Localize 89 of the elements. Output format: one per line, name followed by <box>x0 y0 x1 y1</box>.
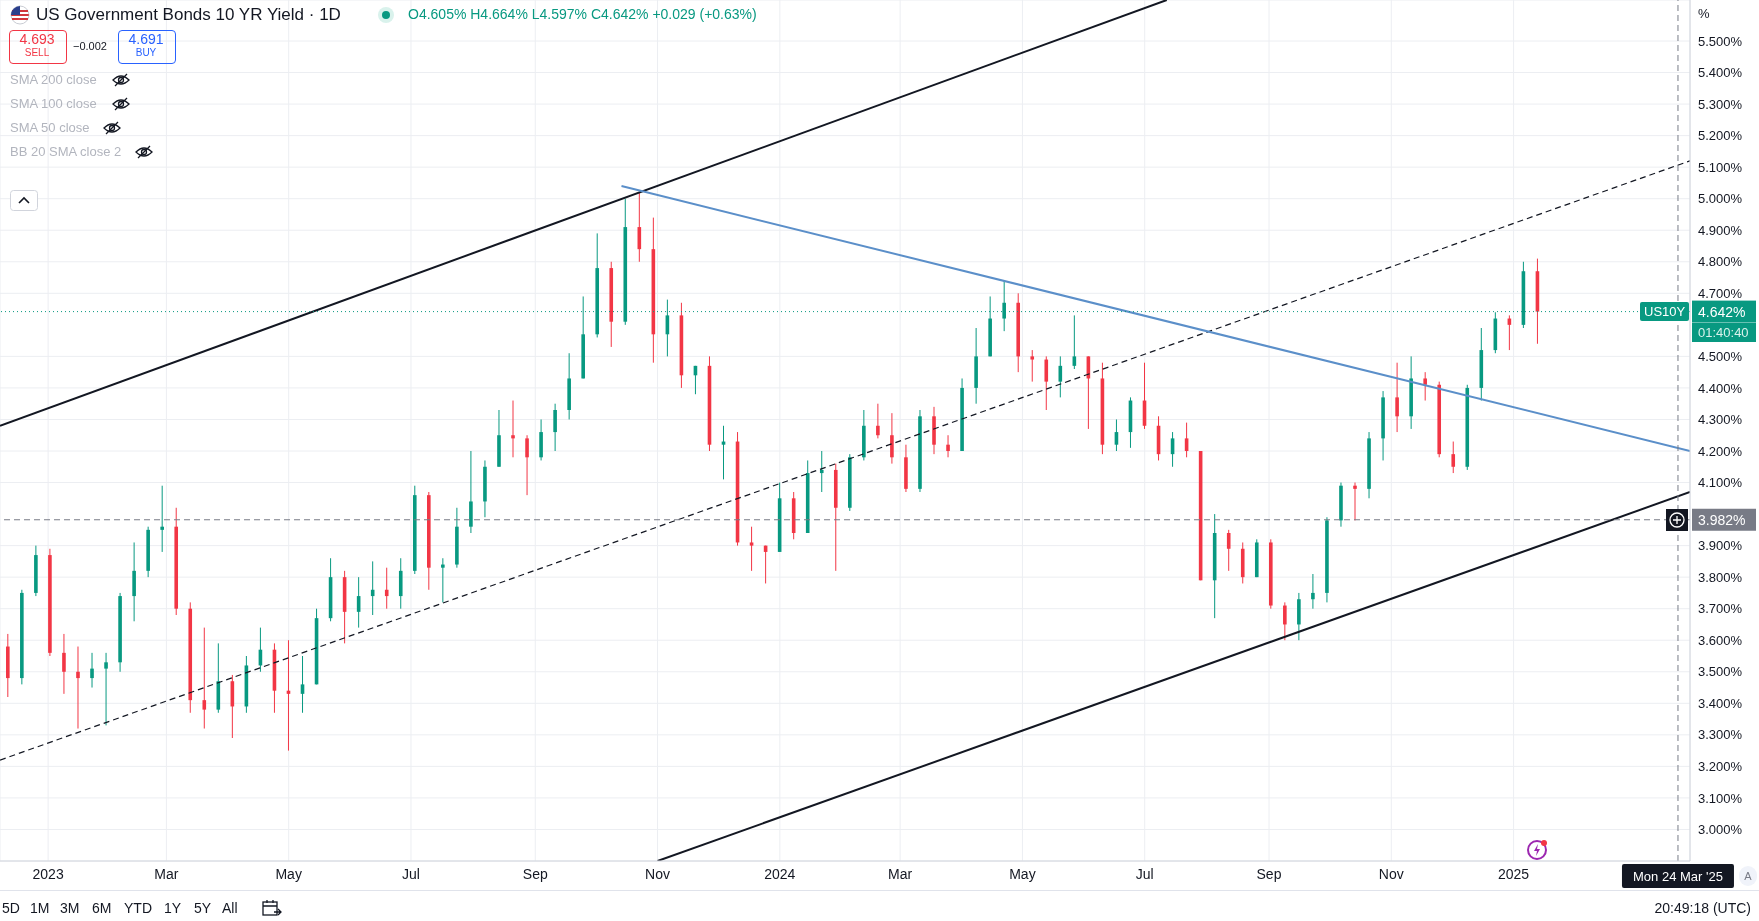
candlestick <box>104 652 108 726</box>
y-tick-label: 3.600% <box>1698 632 1743 648</box>
candlestick <box>525 434 529 496</box>
x-tick-label: May <box>1009 865 1036 882</box>
y-tick-label: 5.200% <box>1698 128 1743 144</box>
y-tick-label: 4.200% <box>1698 443 1743 459</box>
candlestick <box>1283 601 1287 641</box>
x-tick-label: May <box>275 865 302 882</box>
candlestick <box>1423 371 1427 402</box>
y-tick-label: 4.800% <box>1698 254 1743 270</box>
x-tick-label: Nov <box>645 865 671 882</box>
annotation: SMA 100 close <box>10 96 97 111</box>
y-tick-label: 4.100% <box>1698 475 1743 491</box>
x-tick-label: Nov <box>1378 865 1404 882</box>
candlestick <box>1030 349 1035 383</box>
annotation: 4.691 <box>127 31 165 47</box>
candlestick <box>202 627 207 730</box>
x-tick-label: Mar <box>888 865 913 882</box>
annotation: −0.002 <box>73 40 107 52</box>
text: YTD <box>124 900 152 916</box>
y-tick-label: 3.000% <box>1698 822 1743 838</box>
text: 3M <box>60 900 80 916</box>
candlestick <box>1044 355 1049 411</box>
text: 1Y <box>164 900 182 916</box>
y-tick-label: 3.500% <box>1698 664 1743 680</box>
y-axis-title: % <box>1698 6 1710 21</box>
candlestick <box>819 450 824 493</box>
chart-title: US Government Bonds 10 YR Yield · 1D <box>36 5 341 25</box>
x-tick-label: Sep <box>522 865 548 882</box>
candlestick <box>1353 482 1357 521</box>
candlestick <box>1395 362 1399 433</box>
x-tick-label: Mar <box>154 865 179 882</box>
candlestick <box>62 633 66 695</box>
y-tick-label: 4.700% <box>1698 285 1743 301</box>
y-tick-label: 3.900% <box>1698 538 1743 554</box>
y-tick-label: 5.000% <box>1698 191 1743 207</box>
x-tick-label: Jul <box>1135 865 1154 882</box>
candlestick <box>441 557 445 603</box>
y-tick-label: 5.400% <box>1698 65 1743 81</box>
ref-line-label: Mon 24 Mar '25 <box>1633 869 1723 884</box>
candlestick <box>553 403 557 452</box>
text: 5Y <box>194 900 212 916</box>
candlestick <box>90 652 94 689</box>
x-tick-label: 2024 <box>764 865 796 882</box>
candlestick <box>511 400 515 458</box>
candlestick <box>890 412 894 465</box>
annotation: BB 20 SMA close 2 <box>10 144 122 159</box>
annotation: SMA 50 close <box>10 120 90 135</box>
annotation: SMA 200 close <box>10 72 97 87</box>
y-tick-label: 5.300% <box>1698 96 1743 112</box>
text: 01:40:40 <box>1692 322 1756 342</box>
ref-line-label: 3.982% <box>1698 511 1746 528</box>
x-tick-label: 2023 <box>32 865 64 882</box>
candlestick <box>384 567 389 610</box>
x-tick-label: Jul <box>402 865 420 882</box>
y-tick-label: 4.900% <box>1698 222 1743 238</box>
text: A <box>1739 866 1757 886</box>
annotation: US10Y <box>1640 301 1690 321</box>
annotation: SELL <box>23 47 51 58</box>
candlestick <box>1451 441 1456 474</box>
candlestick <box>876 403 880 439</box>
y-tick-label: 3.800% <box>1698 569 1743 585</box>
x-tick-label: 2025 <box>1498 865 1530 882</box>
ref-line-label: 4.642% <box>1698 303 1746 320</box>
candlestick <box>1311 573 1315 610</box>
y-tick-label: 5.500% <box>1698 33 1743 49</box>
text: 6M <box>92 900 112 916</box>
y-tick-label: 3.300% <box>1698 727 1743 743</box>
annotation: BUY <box>134 47 158 58</box>
candlestick <box>1226 529 1231 572</box>
annotation: 4.693 <box>18 31 56 47</box>
y-tick-label: 3.400% <box>1698 695 1743 711</box>
annotation: O4.605% H4.664% L4.597% C4.642% +0.029 (+0.63%) <box>408 6 757 22</box>
y-tick-label: 4.300% <box>1698 412 1743 428</box>
candlestick <box>76 646 80 730</box>
candlestick <box>749 526 754 572</box>
text: 20:49:18 (UTC) <box>1654 900 1751 916</box>
text: 5D <box>2 900 20 916</box>
text: 1M <box>30 900 50 916</box>
y-tick-label: 3.700% <box>1698 601 1743 617</box>
text: All <box>222 900 238 916</box>
x-tick-label: Sep <box>1256 865 1282 882</box>
y-tick-label: 4.400% <box>1698 380 1743 396</box>
y-tick-label: 3.100% <box>1698 790 1743 806</box>
y-tick-label: 5.100% <box>1698 159 1743 175</box>
candlestick <box>160 485 164 553</box>
candlestick <box>946 434 950 458</box>
y-tick-label: 3.200% <box>1698 759 1743 774</box>
y-tick-label: 4.500% <box>1698 349 1743 364</box>
